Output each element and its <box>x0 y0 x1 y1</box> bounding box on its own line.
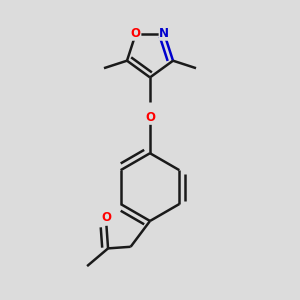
Text: N: N <box>159 27 169 40</box>
Text: O: O <box>145 111 155 124</box>
Text: O: O <box>131 27 141 40</box>
Text: O: O <box>101 211 112 224</box>
